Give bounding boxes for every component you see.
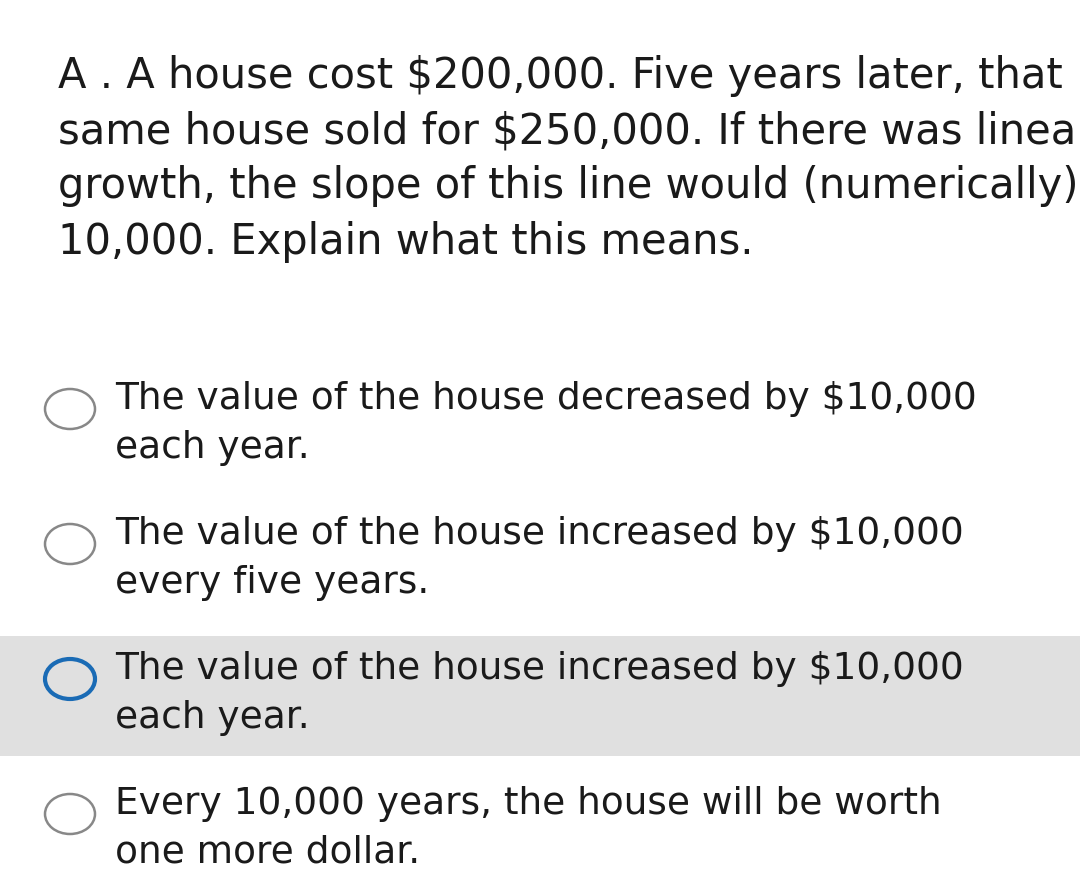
Text: The value of the house decreased by $10,000
each year.: The value of the house decreased by $10,… [114,381,976,466]
Text: A . A house cost $200,000. Five years later, that
same house sold for $250,000. : A . A house cost $200,000. Five years la… [58,55,1080,263]
Bar [0,636,1080,756]
Text: Every 10,000 years, the house will be worth
one more dollar.: Every 10,000 years, the house will be wo… [114,786,942,871]
Text: The value of the house increased by $10,000
every five years.: The value of the house increased by $10,… [114,516,963,601]
Text: The value of the house increased by $10,000
each year.: The value of the house increased by $10,… [114,651,963,736]
